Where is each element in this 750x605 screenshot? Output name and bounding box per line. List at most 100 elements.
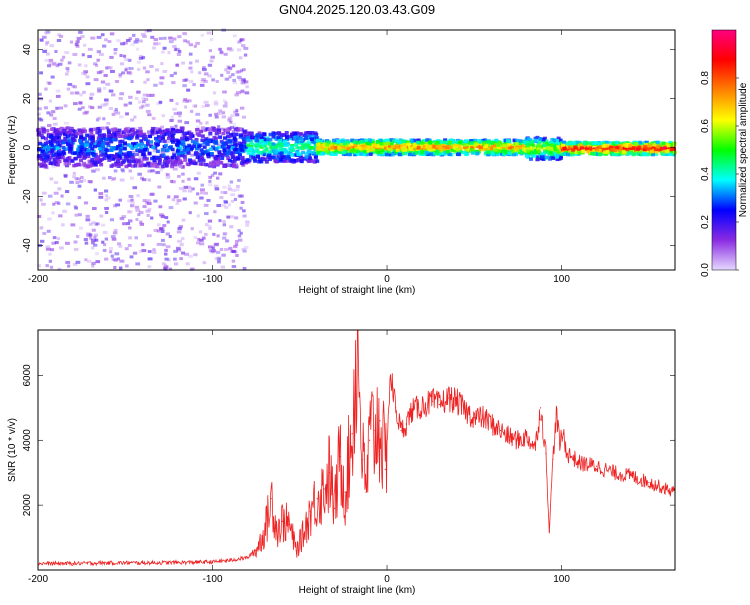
snr-point <box>107 562 109 564</box>
snr-point <box>534 446 536 448</box>
spectrogram-noise-cell <box>107 176 112 180</box>
spectrogram-noise-cell <box>196 171 201 175</box>
spectrogram-cell <box>195 155 200 159</box>
spectrogram-cell <box>106 137 111 141</box>
y-tick-label: 4000 <box>22 429 33 452</box>
spectrogram-noise-cell <box>99 214 104 218</box>
spectrogram-cell <box>424 145 429 149</box>
snr-point <box>417 407 420 409</box>
spectrogram-noise-cell <box>144 201 149 205</box>
spectrogram-noise-cell <box>44 58 49 62</box>
spectrogram-cell <box>284 137 289 142</box>
spectrogram-noise-cell <box>147 207 152 211</box>
spectrogram-cell <box>581 144 586 148</box>
spectrogram-cell <box>257 159 262 164</box>
spectrogram-noise-cell <box>122 54 127 58</box>
spectrogram-cell <box>571 141 576 146</box>
spectrogram-cell <box>101 152 106 157</box>
spectrogram-cell <box>130 146 135 150</box>
spectrogram-cell <box>135 134 140 138</box>
spectrogram-cell <box>621 150 626 154</box>
spectrogram-cell <box>52 136 57 140</box>
spectrogram-noise-cell <box>152 46 156 50</box>
spectrogram-cell <box>83 163 88 168</box>
spectrogram-cell <box>259 138 264 143</box>
spectrogram-noise-cell <box>149 93 155 97</box>
spectrogram-noise-cell <box>111 237 117 241</box>
spectrogram-noise-cell <box>167 258 171 262</box>
spectrogram-noise-cell <box>177 239 183 243</box>
spectrogram-cell <box>303 143 308 148</box>
spectrogram-noise-cell <box>143 80 147 84</box>
spectrogram-cell <box>408 147 413 151</box>
spectrogram-noise-cell <box>82 90 86 94</box>
spectrogram-noise-cell <box>113 110 118 114</box>
snr-point <box>562 433 564 435</box>
spectrogram-cell <box>164 132 169 136</box>
spectrogram-noise-cell <box>79 93 83 97</box>
spectrogram-cell <box>93 162 98 167</box>
spectrogram-noise-cell <box>173 112 179 116</box>
spectrogram-cell <box>553 147 558 151</box>
spectrogram-noise-cell <box>72 102 78 106</box>
spectrogram-cell <box>356 147 361 152</box>
spectrogram-cell <box>56 127 61 132</box>
spectrogram-cell <box>455 138 460 143</box>
spectrogram-cell <box>383 150 388 155</box>
spectrogram-noise-cell <box>106 196 111 200</box>
spectrogram-cell <box>371 148 376 152</box>
snr-point <box>545 452 547 454</box>
spectrogram-noise-cell <box>113 228 118 232</box>
spectrogram-noise-cell <box>59 34 64 38</box>
spectrogram-noise-cell <box>235 253 239 257</box>
spectrogram-noise-cell <box>65 72 69 76</box>
spectrogram-cell <box>264 160 269 164</box>
spectrogram-cell <box>226 138 231 143</box>
spectrogram-cell <box>245 136 250 140</box>
spectrogram-cell <box>401 139 406 143</box>
spectrogram-noise-cell <box>121 169 125 173</box>
spectrogram-noise-cell <box>182 32 187 36</box>
spectrogram-noise-cell <box>158 81 164 85</box>
spectrogram-cell <box>118 143 123 148</box>
spectrogram-noise-cell <box>217 143 221 147</box>
spectrogram-noise-cell <box>231 73 235 77</box>
spectrogram-cell <box>78 138 83 143</box>
spectrogram-cell <box>297 141 302 145</box>
spectrogram-noise-cell <box>165 173 170 177</box>
spectrogram-noise-cell <box>56 38 62 42</box>
spectrogram-noise-cell <box>160 215 166 219</box>
spectrogram-noise-cell <box>149 94 154 98</box>
spectrogram-cell <box>300 141 305 145</box>
spectrogram-noise-cell <box>54 50 58 54</box>
spectrogram-cell <box>38 141 43 146</box>
spectrogram-cell <box>75 131 80 136</box>
spectrogram-cell <box>283 140 288 144</box>
spectrogram-cell <box>649 149 654 154</box>
spectrogram-cell <box>384 152 389 157</box>
spectrogram-cell <box>276 157 281 161</box>
spectrogram-noise-cell <box>155 68 159 72</box>
spectrogram-cell <box>144 157 149 161</box>
spectrogram-cell <box>146 162 151 166</box>
spectrogram-noise-cell <box>237 234 242 238</box>
spectrogram-cell <box>612 152 617 157</box>
spectrogram-cell <box>290 132 295 137</box>
spectrogram-noise-cell <box>60 194 64 198</box>
spectrogram-noise-cell <box>102 230 108 234</box>
spectrogram-cell <box>195 128 200 132</box>
spectrogram-noise-cell <box>108 89 114 93</box>
spectrogram-noise-cell <box>219 247 224 251</box>
spectrogram-noise-cell <box>69 180 74 184</box>
spectrogram-cell <box>89 142 94 146</box>
spectrogram-noise-cell <box>44 87 48 91</box>
spectrogram-cell <box>238 133 243 137</box>
spectrogram-cell <box>55 146 60 150</box>
spectrogram-cell <box>457 140 462 145</box>
spectrogram-cell <box>522 147 527 152</box>
spectrogram-cell <box>639 152 644 157</box>
spectrogram-noise-cell <box>204 212 209 216</box>
spectrogram-cell <box>412 152 417 156</box>
spectrogram-cell <box>82 156 87 160</box>
snr-point <box>395 407 397 409</box>
